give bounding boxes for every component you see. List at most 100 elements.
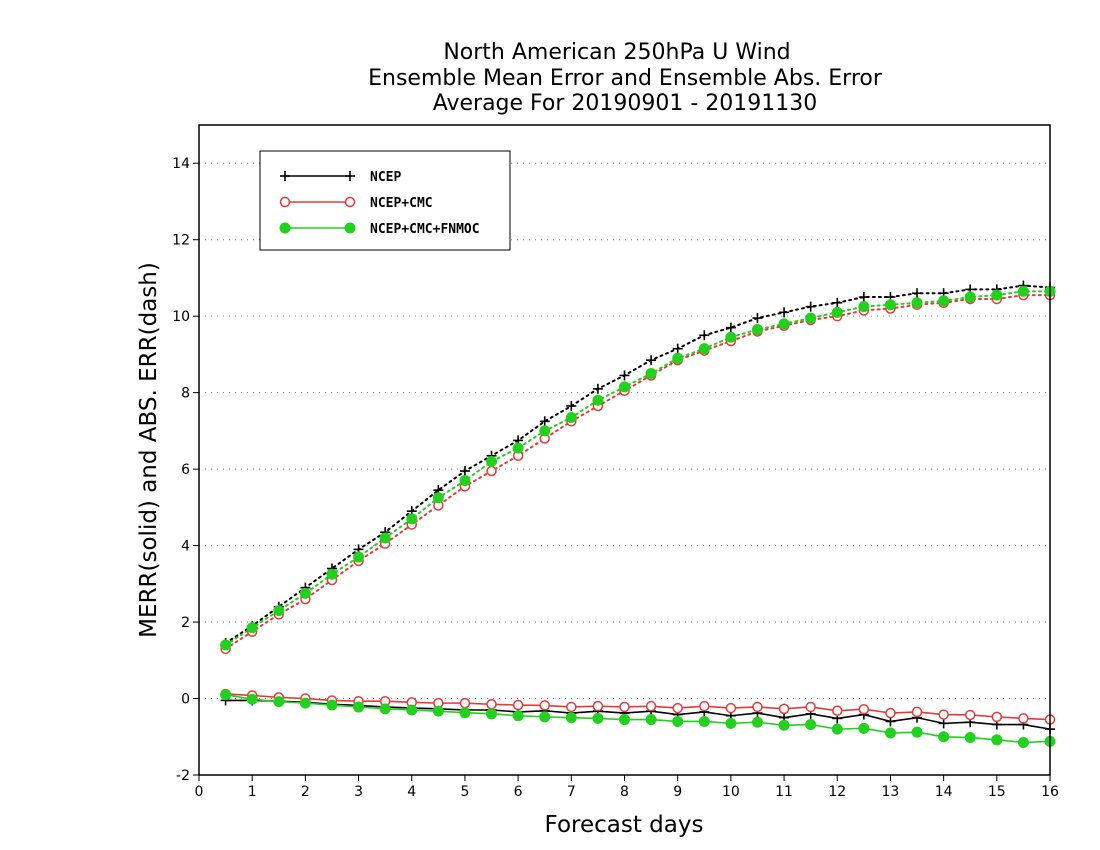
abs-error-point-ncep-cmc-fnmoc: [672, 352, 684, 364]
abs-error-point-ncep: [672, 343, 683, 354]
abs-error-point-ncep-cmc-fnmoc: [539, 425, 551, 437]
x-tick-label: 11: [775, 784, 793, 800]
mean-error-point-ncep-cmc-fnmoc: [220, 689, 232, 701]
abs-error-point-ncep-cmc-fnmoc: [459, 475, 471, 487]
mean-error-point-ncep-cmc-fnmoc: [486, 708, 498, 720]
mean-error-point-ncep-cmc-fnmoc: [459, 707, 471, 719]
y-tick-label: 10: [172, 309, 190, 325]
abs-error-point-ncep-cmc-fnmoc: [991, 289, 1003, 301]
abs-error-point-ncep-cmc-fnmoc: [592, 394, 604, 406]
abs-error-point-ncep-cmc-fnmoc: [751, 324, 763, 336]
y-tick-label: 4: [181, 539, 190, 555]
abs-error-point-ncep: [699, 330, 710, 341]
legend-label: NCEP+CMC: [370, 196, 433, 211]
mean-error-point-ncep-cmc-fnmoc: [273, 696, 285, 708]
abs-error-point-ncep-cmc-fnmoc: [273, 605, 285, 617]
abs-error-point-ncep-cmc-fnmoc: [964, 291, 976, 303]
mean-error-point-ncep-cmc-fnmoc: [778, 719, 790, 731]
abs-error-layer: [220, 280, 1056, 655]
mean-error-point-ncep-cmc: [964, 709, 976, 721]
abs-error-point-ncep: [779, 307, 790, 318]
legend-marker: [344, 222, 356, 234]
mean-error-point-ncep-cmc-fnmoc: [1017, 737, 1029, 748]
mean-error-point-ncep-cmc-fnmoc: [751, 716, 763, 728]
mean-error-point-ncep-cmc: [832, 705, 843, 717]
mean-error-layer: [220, 688, 1056, 748]
abs-error-point-ncep-cmc-fnmoc: [778, 318, 790, 330]
x-tick-label: 8: [620, 784, 629, 800]
mean-error-point-ncep-cmc: [885, 707, 896, 719]
mean-error-point-ncep-cmc-fnmoc: [246, 693, 258, 705]
abs-error-point-ncep-cmc-fnmoc: [884, 299, 896, 311]
abs-error-point-ncep: [805, 301, 816, 312]
x-tick-label: 13: [882, 784, 900, 800]
mean-error-point-ncep-cmc-fnmoc: [353, 701, 365, 713]
y-tick-label: -2: [176, 768, 190, 784]
mean-error-point-ncep-cmc-fnmoc: [512, 710, 524, 722]
abs-error-point-ncep-cmc: [486, 465, 497, 477]
x-tick-label: 9: [673, 784, 682, 800]
abs-error-line-ncep-cmc-fnmoc: [224, 290, 1051, 646]
abs-error-point-ncep-cmc-fnmoc: [379, 532, 391, 544]
abs-error-point-ncep: [566, 401, 577, 412]
x-tick-label: 12: [828, 784, 846, 800]
abs-error-point-ncep: [858, 292, 869, 303]
mean-error-point-ncep-cmc-fnmoc: [592, 712, 604, 724]
mean-error-point-ncep-cmc-fnmoc: [379, 703, 391, 715]
mean-error-point-ncep-cmc-fnmoc: [565, 712, 577, 724]
abs-error-point-ncep-cmc-fnmoc: [406, 513, 418, 525]
chart-title-line-3: Average For 20190901 - 20191130: [433, 91, 818, 116]
x-tick-label: 14: [935, 784, 953, 800]
mean-error-point-ncep-cmc-fnmoc: [432, 705, 444, 717]
legend-marker: [344, 196, 356, 208]
legend-item-ncep-cmc: NCEP+CMC: [279, 196, 433, 211]
y-tick-label: 14: [172, 156, 190, 172]
mean-error-point-ncep-cmc-fnmoc: [725, 717, 737, 729]
y-tick-label: 2: [181, 615, 190, 631]
legend-marker: [279, 196, 291, 208]
y-tick-label: 8: [181, 386, 190, 402]
mean-error-point-ncep-cmc-fnmoc: [645, 714, 657, 726]
legend-marker: [280, 171, 290, 181]
legend: NCEP NCEP+CMC NCEP+CMC+FNMOC: [259, 150, 511, 251]
mean-error-point-ncep-cmc: [725, 702, 737, 714]
mean-error-point-ncep-cmc: [991, 711, 1003, 723]
mean-error-point-ncep-cmc-fnmoc: [619, 714, 630, 726]
x-tick-label: 0: [195, 784, 204, 800]
mean-error-point-ncep-cmc-fnmoc: [911, 726, 923, 738]
mean-error-point-ncep-cmc-fnmoc: [884, 727, 896, 739]
y-tick-label: 0: [181, 692, 190, 708]
chart-title-line-2: Ensemble Mean Error and Ensemble Abs. Er…: [368, 66, 883, 91]
mean-error-point-ncep-cmc: [486, 699, 497, 710]
x-axis-title: Forecast days: [545, 812, 704, 838]
abs-error-point-ncep-cmc-fnmoc: [725, 331, 737, 343]
abs-error-point-ncep: [912, 288, 923, 299]
mean-error-point-ncep-cmc: [752, 701, 763, 713]
abs-error-point-ncep-cmc-fnmoc: [938, 295, 950, 307]
mean-error-point-ncep-cmc-fnmoc: [326, 699, 338, 711]
x-tick-label: 15: [988, 784, 1006, 800]
mean-error-point-ncep-cmc: [911, 706, 923, 718]
legend-marker: [279, 222, 291, 234]
legend-label: NCEP+CMC+FNMOC: [370, 222, 480, 237]
plot-frame: [198, 124, 1051, 776]
mean-error-point-ncep-cmc-fnmoc: [672, 715, 684, 727]
abs-error-point-ncep-cmc-fnmoc: [645, 368, 657, 380]
mean-error-point-ncep-cmc: [645, 700, 657, 712]
x-tick-label: 1: [248, 784, 257, 800]
legend-marker: [345, 171, 355, 181]
mean-error-point-ncep-cmc: [805, 701, 816, 713]
mean-error-point-ncep-cmc-fnmoc: [406, 704, 418, 716]
abs-error-point-ncep-cmc-fnmoc: [432, 492, 444, 504]
abs-error-point-ncep: [539, 416, 550, 427]
x-tick-label: 7: [567, 784, 576, 800]
mean-error-line-ncep-cmc-fnmoc: [225, 693, 1051, 744]
mean-error-point-ncep-cmc: [1018, 713, 1029, 724]
mean-error-point-ncep-cmc: [699, 700, 710, 712]
mean-error-point-ncep: [938, 718, 949, 729]
legend-item-ncep: NCEP: [280, 170, 401, 185]
mean-error-point-ncep-cmc-fnmoc: [299, 697, 311, 709]
mean-error-point-ncep-cmc: [672, 702, 683, 714]
